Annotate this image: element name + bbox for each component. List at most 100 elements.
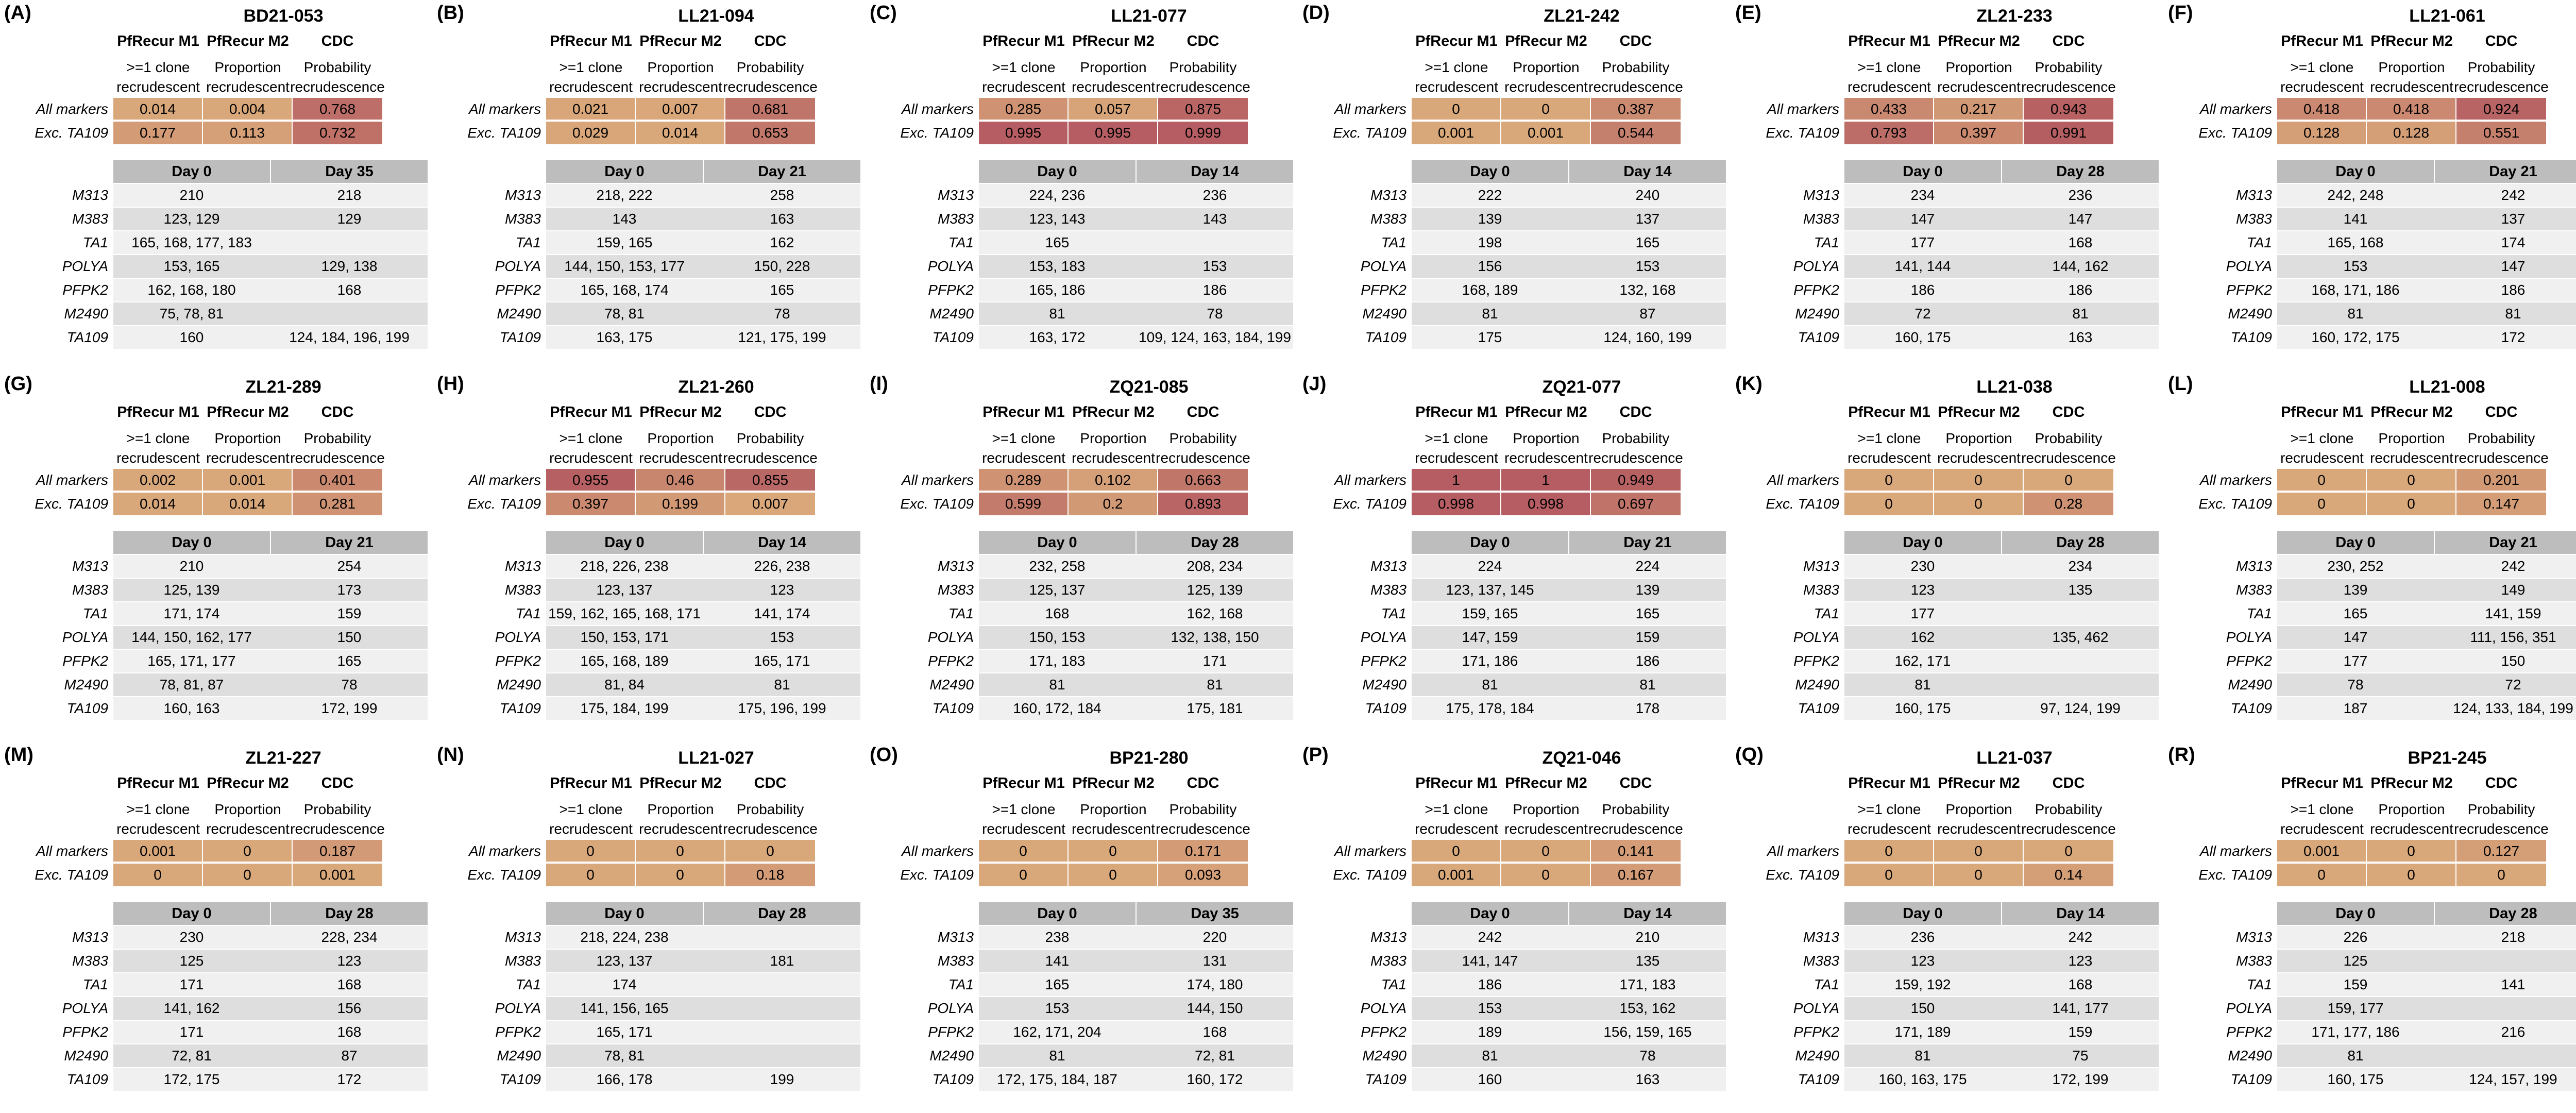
metric-header: PfRecur M2	[639, 775, 722, 791]
genotype-table: Day 0 Day 21 224 224 123, 137, 145 139 159, 16…	[1412, 531, 1726, 720]
table-row: 224, 236 236	[979, 184, 1293, 207]
metric-subheader: >=1 clone recrudescent	[972, 429, 1075, 468]
score-cell: 0.697	[1591, 493, 1681, 515]
genotype-cell: 165	[2343, 605, 2368, 621]
genotype-table: Day 0 Day 28 234 236 147 147 177 168 141, 144 144…	[1844, 160, 2159, 349]
genotype-cell: 144, 150, 153, 177	[564, 258, 685, 274]
genotype-cell: 81	[1914, 1048, 1931, 1064]
genotype-cell: 178	[1635, 700, 1660, 716]
table-row: 147 147	[1844, 208, 2159, 230]
panel-label: (H)	[437, 373, 464, 395]
table-row: 165, 171, 177 165	[113, 650, 428, 672]
score-cell: 0	[2277, 864, 2367, 886]
marker-label: PFPK2	[928, 282, 974, 298]
genotype-cell: 171, 177, 186	[2311, 1024, 2400, 1040]
genotype-cell	[2002, 602, 2159, 625]
score-cell: 0.14	[2024, 864, 2113, 886]
genotype-cell: 160, 163, 175	[1878, 1071, 1967, 1087]
genotype-cell: 165, 168, 177, 183	[131, 234, 252, 250]
table-row: 165	[979, 231, 1293, 254]
panel-title: BP21-245	[2408, 748, 2487, 768]
table-row: 141 137	[2277, 208, 2576, 230]
score-cell: 0	[1844, 469, 1934, 492]
marker-label: PFPK2	[2226, 282, 2272, 298]
score-cell: 0.113	[203, 122, 293, 144]
table-row: 172, 175, 184, 187 160, 172	[979, 1068, 1293, 1091]
table-row: 226 218	[2277, 926, 2576, 949]
genotype-cell: 123	[1910, 953, 1935, 969]
genotype-cell	[1137, 231, 1293, 254]
genotype-cell: 242	[1478, 929, 1502, 945]
score-row-label: Exc. TA109	[1766, 496, 1839, 512]
day-header: Day 35	[1137, 902, 1293, 925]
metric-sub-line: recrudescence	[290, 821, 385, 837]
score-cell: 0	[1934, 493, 2024, 515]
metric-subheader: Proportion recrudescent	[2360, 800, 2463, 839]
genotype-cell: 150	[2501, 653, 2526, 669]
panel-title: LL21-077	[1111, 6, 1187, 26]
metric-subheader: Proportion recrudescent	[196, 429, 299, 468]
metric-sub-line: Proportion	[1080, 801, 1147, 817]
panel-ZL21-260: (H) ZL21-260 PfRecur M1 >=1 clone recrudesce…	[433, 371, 866, 742]
table-row: 166, 178 199	[546, 1068, 860, 1091]
metric-sub-line: >=1 clone	[1425, 430, 1488, 446]
metric-sub-line: recrudescent	[1504, 450, 1588, 466]
metric-sub-line: Proportion	[1080, 59, 1147, 75]
genotype-cell: 165	[1045, 234, 1070, 250]
metric-sub-line: Probability	[736, 430, 804, 446]
table-row: 125, 139 173	[113, 579, 428, 601]
table-row: 72 81	[1844, 302, 2159, 325]
genotype-cell: 81	[1482, 1048, 1498, 1064]
genotype-cell: 224	[1478, 558, 1502, 574]
genotype-cell: 168	[337, 976, 362, 992]
table-row: 81 75	[1844, 1044, 2159, 1067]
score-cell: 0.187	[293, 840, 382, 863]
genotype-cell: 141, 159	[2485, 605, 2541, 621]
score-cell: 0.147	[2456, 493, 2546, 515]
genotype-cell: 162	[1910, 629, 1935, 645]
marker-label: PFPK2	[928, 1024, 974, 1040]
metric-sub-line: recrudescent	[206, 79, 290, 95]
metric-header: PfRecur M2	[1072, 33, 1155, 49]
marker-label: M313	[72, 187, 108, 203]
marker-label: TA109	[2230, 329, 2272, 345]
day-header: Day 0	[113, 531, 270, 554]
genotype-table: Day 0 Day 28 230 228, 234 125 123 171 168 141, 1…	[113, 902, 428, 1091]
day-header: Day 21	[2435, 531, 2576, 554]
metric-sub-line: recrudescent	[116, 821, 200, 837]
genotype-cell: 97, 124, 199	[2040, 700, 2121, 716]
metric-subheader: Proportion recrudescent	[1495, 429, 1598, 468]
score-cell: 0.281	[293, 493, 382, 515]
day-header: Day 28	[1137, 531, 1293, 554]
marker-label: TA1	[1814, 234, 1839, 250]
day-header: Day 35	[271, 160, 428, 183]
metric-header: PfRecur M1	[1415, 33, 1498, 49]
metric-header: PfRecur M1	[982, 775, 1065, 791]
marker-label: TA109	[932, 700, 974, 716]
score-cell: 0.2	[1069, 493, 1158, 515]
panel-label: (D)	[1302, 2, 1330, 24]
genotype-cell: 150	[1910, 1000, 1935, 1016]
genotype-cell	[2435, 950, 2576, 972]
metric-header: PfRecur M1	[982, 33, 1065, 49]
score-cell: 0.18	[725, 864, 815, 886]
marker-label: M2490	[929, 306, 974, 322]
marker-label: M2490	[2228, 1048, 2272, 1064]
metric-header: PfRecur M2	[1505, 33, 1587, 49]
score-cell: 0.289	[979, 469, 1069, 492]
marker-label: TA1	[948, 976, 974, 992]
table-row: 177 150	[2277, 650, 2576, 672]
day-header: Day 14	[2002, 902, 2159, 925]
genotype-cell: 174, 180	[1187, 976, 1243, 992]
genotype-table: Day 0 Day 21 218, 222 258 143 163 159, 165 162 1…	[546, 160, 860, 349]
genotype-cell: 81	[2072, 306, 2089, 322]
metric-subheader: >=1 clone recrudescent	[2270, 800, 2374, 839]
score-row-label: All markers	[1334, 472, 1406, 488]
metric-subheader: Probability recrudescence	[1584, 800, 1687, 839]
table-row: 163, 172 109, 124, 163, 184, 199	[979, 326, 1293, 349]
metric-sub-line: Probability	[2467, 801, 2535, 817]
metric-subheader: >=1 clone recrudescent	[1405, 58, 1508, 97]
marker-label: TA109	[66, 329, 108, 345]
genotype-cell: 144, 162	[2052, 258, 2109, 274]
day-header: Day 21	[2435, 160, 2576, 183]
